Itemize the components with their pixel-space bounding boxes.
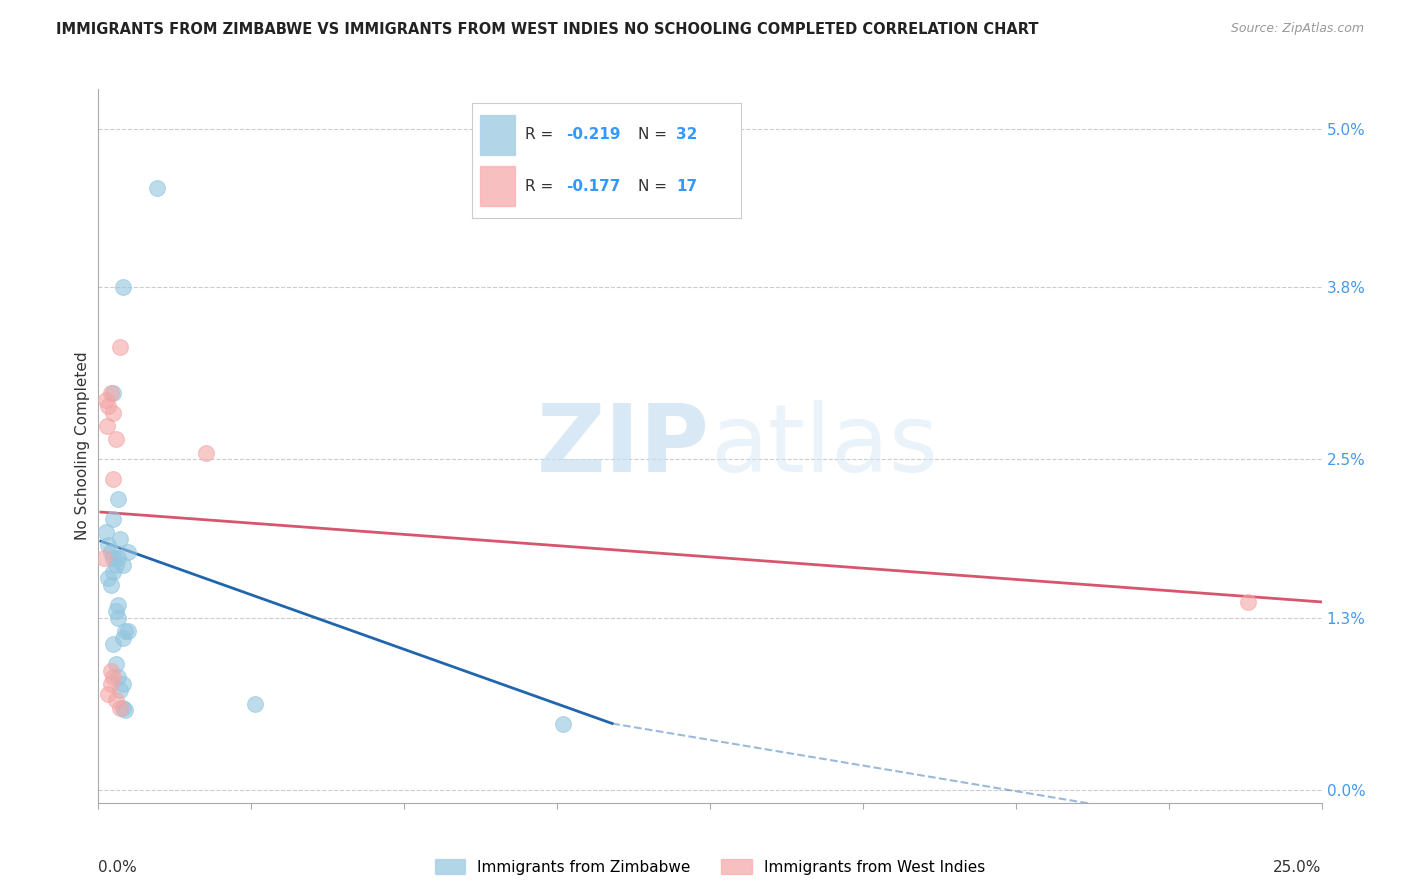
Point [104, 692, 127, 706]
Point [94, 392, 117, 407]
Point [104, 604, 127, 618]
Point [100, 677, 122, 691]
Point [111, 558, 134, 572]
Text: 25.0%: 25.0% [1274, 860, 1322, 875]
Point [195, 445, 218, 459]
Point [101, 511, 124, 525]
Text: atlas: atlas [710, 400, 938, 492]
Point [107, 598, 129, 612]
Point [97, 400, 120, 414]
Point [111, 631, 134, 645]
Point [117, 545, 139, 559]
Point [93, 551, 115, 566]
Text: Source: ZipAtlas.com: Source: ZipAtlas.com [1230, 22, 1364, 36]
Point [96, 419, 118, 434]
Point [101, 637, 124, 651]
Point [101, 670, 124, 684]
Point [97, 538, 120, 552]
Point [100, 386, 122, 401]
Point [107, 491, 129, 506]
Point [114, 703, 136, 717]
Point [553, 716, 575, 731]
Point [101, 551, 124, 566]
Point [1237, 595, 1260, 609]
Point [94, 524, 117, 539]
Point [117, 624, 139, 638]
Point [97, 571, 120, 585]
Point [110, 532, 132, 546]
Point [110, 683, 132, 698]
Point [107, 551, 129, 566]
Point [101, 386, 124, 401]
Point [101, 565, 124, 579]
Point [110, 340, 132, 354]
Point [101, 406, 124, 420]
Point [100, 578, 122, 592]
Y-axis label: No Schooling Completed: No Schooling Completed [75, 351, 90, 541]
Point [100, 545, 122, 559]
Legend: Immigrants from Zimbabwe, Immigrants from West Indies: Immigrants from Zimbabwe, Immigrants fro… [429, 853, 991, 880]
Point [107, 611, 129, 625]
Point [97, 688, 120, 702]
Point [146, 181, 169, 195]
Text: IMMIGRANTS FROM ZIMBABWE VS IMMIGRANTS FROM WEST INDIES NO SCHOOLING COMPLETED C: IMMIGRANTS FROM ZIMBABWE VS IMMIGRANTS F… [56, 22, 1039, 37]
Point [114, 624, 136, 638]
Point [107, 670, 129, 684]
Point [111, 700, 134, 714]
Point [110, 700, 132, 714]
Point [243, 697, 266, 711]
Point [111, 280, 134, 294]
Point [111, 677, 134, 691]
Text: ZIP: ZIP [537, 400, 710, 492]
Text: 0.0%: 0.0% [98, 860, 138, 875]
Point [104, 558, 127, 572]
Point [100, 664, 122, 678]
Point [104, 433, 127, 447]
Point [104, 657, 127, 671]
Point [101, 472, 124, 486]
